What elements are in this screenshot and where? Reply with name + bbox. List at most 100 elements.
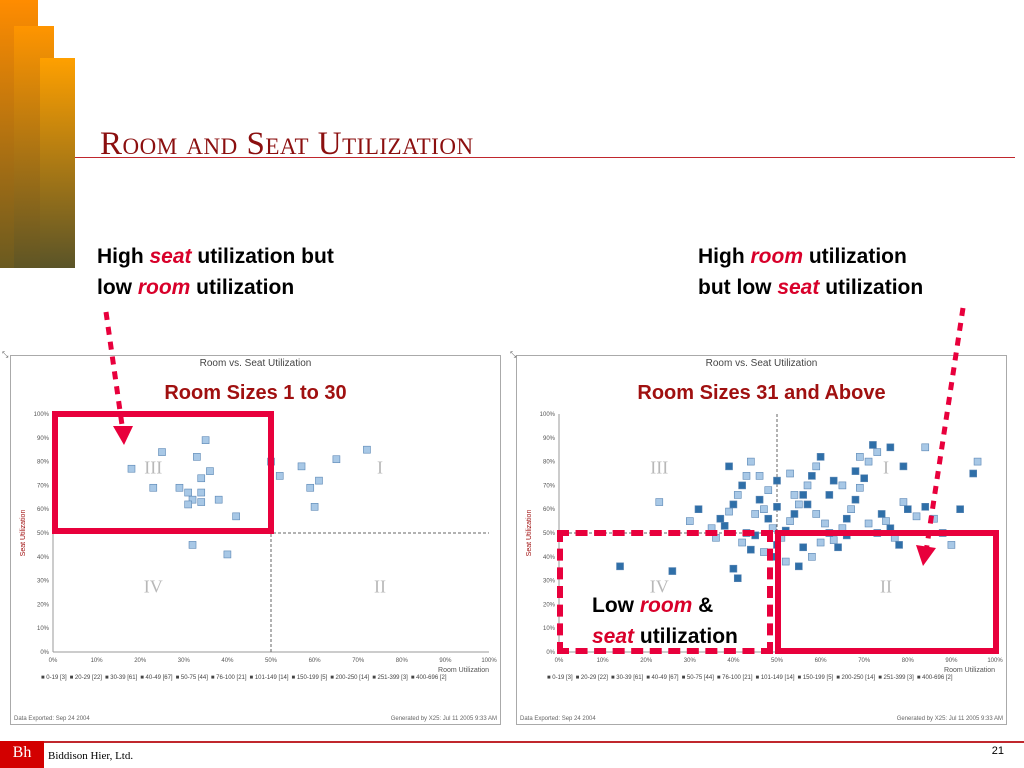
callout-text: low (97, 276, 138, 299)
y-tick-label: 10% (37, 626, 50, 632)
y-tick-label: 20% (543, 602, 556, 608)
data-point (921, 443, 930, 452)
data-point (786, 517, 794, 525)
data-point (197, 498, 206, 506)
data-point (969, 469, 978, 478)
data-point (790, 510, 799, 518)
company-logo: Bh (0, 741, 44, 768)
x-tick-label: 30% (684, 658, 697, 664)
data-point (201, 436, 210, 444)
callout-emphasis: seat (592, 625, 635, 648)
slide-title: Room and Seat Utilization (100, 126, 474, 162)
data-point (729, 500, 738, 509)
legend-item: ■ 30-39 [61] (610, 675, 644, 681)
data-point (760, 505, 768, 513)
legend-item: ■ 30-39 [61] (104, 675, 138, 681)
data-point (895, 541, 903, 549)
data-point (851, 495, 860, 504)
data-point (193, 453, 201, 461)
data-point (921, 503, 930, 511)
y-tick-label: 90% (543, 436, 556, 442)
data-point (738, 538, 746, 547)
callout-text: utilization (819, 276, 924, 299)
data-point (188, 541, 197, 549)
callout-emphasis: seat (149, 245, 192, 268)
x-tick-label: 10% (597, 658, 610, 664)
legend-item: ■ 76-100 [21] (210, 675, 247, 681)
legend-item: ■ 50-75 [44] (175, 675, 208, 681)
legend-item: ■ 150-199 [5] (291, 675, 328, 681)
data-point (812, 510, 821, 518)
data-point (851, 467, 860, 475)
chart-subtitle: Room Sizes 1 to 30 (164, 382, 347, 404)
x-tick-label: 90% (945, 658, 958, 664)
y-tick-label: 10% (543, 626, 556, 632)
data-point (725, 462, 733, 471)
callout-text: High (698, 245, 751, 268)
data-point (197, 488, 206, 497)
corner-icon: ⤡ (2, 350, 9, 359)
data-point (825, 491, 834, 499)
callout-text: utilization (634, 625, 738, 648)
callout-right: High room utilization but low seat utili… (698, 241, 923, 303)
x-tick-label: 60% (815, 658, 828, 664)
quadrant-label: I (377, 458, 383, 478)
callout-left: High seat utilization but low room utili… (97, 241, 334, 303)
legend-item: ■ 40-49 [67] (140, 675, 173, 681)
y-tick-label: 70% (543, 483, 556, 489)
data-point (668, 567, 677, 575)
y-tick-label: 20% (37, 602, 50, 608)
data-point (729, 564, 738, 573)
chart-legend: ■ 0-19 [3] ■ 20-29 [22] ■ 30-39 [61] ■ 40-4… (41, 674, 496, 683)
data-point (275, 472, 284, 480)
data-point (214, 495, 223, 504)
legend-item: ■ 200-250 [14] (330, 675, 370, 681)
x-tick-label: 20% (134, 658, 147, 664)
data-point (716, 514, 725, 523)
legend-item: ■ 0-19 [3] (547, 675, 573, 681)
y-tick-label: 40% (543, 555, 556, 561)
x-axis-label: Room Utilization (944, 667, 995, 674)
x-tick-label: 70% (352, 658, 365, 664)
data-point (794, 500, 803, 509)
data-point (310, 503, 319, 511)
chart-header: Room vs. Seat Utilization (199, 358, 312, 369)
data-point (856, 453, 864, 461)
legend-item: ■ 200-250 [14] (836, 675, 876, 681)
data-point (842, 514, 851, 523)
chart-subtitle: Room Sizes 31 and Above (637, 382, 886, 404)
highlight-box-high-seat (52, 411, 274, 534)
y-axis-label: Seat Utilization (20, 510, 27, 557)
legend-item: ■ 20-29 [22] (69, 675, 102, 681)
y-tick-label: 50% (37, 531, 50, 537)
data-point (864, 519, 873, 528)
company-name: Biddison Hier, Ltd. (48, 750, 134, 762)
data-point (808, 553, 816, 561)
quadrant-label: III (650, 458, 668, 478)
quadrant-label: IV (144, 577, 163, 597)
data-point (755, 472, 764, 480)
data-point (834, 543, 842, 552)
data-point (786, 469, 794, 478)
y-tick-label: 40% (37, 555, 50, 561)
y-tick-label: 70% (37, 483, 50, 489)
data-point (773, 503, 781, 511)
legend-item: ■ 50-75 [44] (681, 675, 714, 681)
data-point (794, 562, 803, 571)
data-point (838, 481, 847, 490)
data-point (725, 507, 733, 516)
corner-icon: ⤡ (510, 350, 517, 359)
data-point (197, 474, 206, 483)
x-tick-label: 80% (396, 658, 409, 664)
y-tick-label: 30% (543, 579, 556, 585)
data-point (903, 505, 912, 513)
decor-bar (40, 58, 75, 268)
data-point (899, 498, 908, 506)
data-point (816, 453, 825, 461)
data-point (616, 562, 624, 571)
y-axis-label: Seat Utilization (526, 510, 533, 557)
data-point (755, 495, 764, 504)
legend-item: ■ 251-399 [3] (372, 675, 408, 681)
data-point (799, 491, 807, 499)
data-point (184, 488, 192, 497)
